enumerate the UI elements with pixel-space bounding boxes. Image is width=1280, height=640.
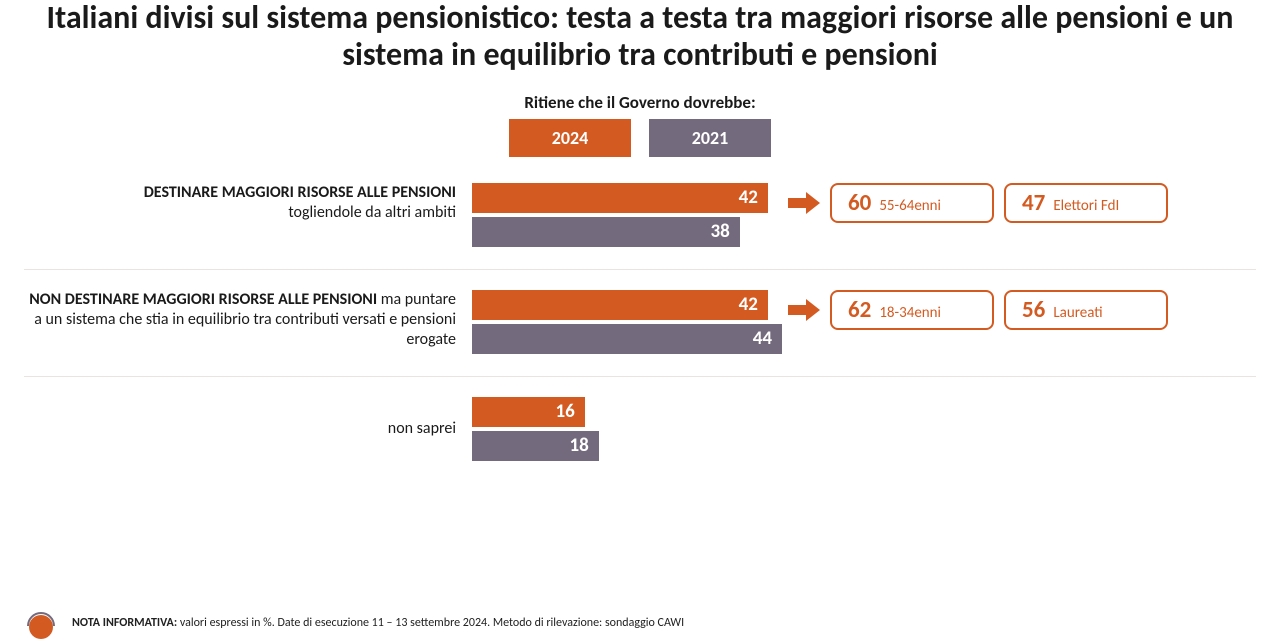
callout-txt: Elettori FdI bbox=[1053, 197, 1119, 215]
legend: 2024 2021 bbox=[24, 119, 1256, 157]
callout: 62 18-34enni bbox=[830, 290, 994, 330]
bar-2024: 42 bbox=[472, 183, 768, 213]
footer: NOTA INFORMATIVA: valori espressi in %. … bbox=[24, 604, 1256, 640]
footnote-bold: NOTA INFORMATIVA: bbox=[72, 616, 177, 630]
callout-num: 62 bbox=[848, 296, 871, 324]
callout-num: 60 bbox=[848, 189, 871, 217]
arrow-icon bbox=[788, 192, 820, 214]
row-label-bold: DESTINARE MAGGIORI RISORSE ALLE PENSIONI bbox=[144, 183, 456, 202]
bar-2024: 42 bbox=[472, 290, 768, 320]
chart-row: NON DESTINARE MAGGIORI RISORSE ALLE PENS… bbox=[24, 269, 1256, 354]
chart-row: non saprei 16 18 bbox=[24, 376, 1256, 461]
page: Italiani divisi sul sistema pensionistic… bbox=[0, 0, 1280, 640]
callouts: 60 55-64enni 47 Elettori FdI bbox=[782, 183, 1256, 223]
logo-icon bbox=[24, 606, 58, 640]
callouts: 62 18-34enni 56 Laureati bbox=[782, 290, 1256, 330]
bar-2021: 18 bbox=[472, 431, 599, 461]
arrow-icon bbox=[788, 299, 820, 321]
legend-2021: 2021 bbox=[649, 119, 771, 157]
bars: 16 18 bbox=[472, 397, 782, 461]
legend-2024: 2024 bbox=[509, 119, 631, 157]
footnote: NOTA INFORMATIVA: valori espressi in %. … bbox=[72, 616, 684, 630]
callout-txt: Laureati bbox=[1053, 304, 1102, 322]
callout-num: 47 bbox=[1022, 189, 1045, 217]
callout-num: 56 bbox=[1022, 296, 1045, 324]
bar-2024: 16 bbox=[472, 397, 585, 427]
callout-txt: 18-34enni bbox=[879, 304, 941, 322]
callout: 56 Laureati bbox=[1004, 290, 1168, 330]
bar-2021: 44 bbox=[472, 324, 782, 354]
bar-chart: 2024 2021 DESTINARE MAGGIORI RISORSE ALL… bbox=[24, 119, 1256, 461]
bars: 42 44 bbox=[472, 290, 782, 354]
row-label: NON DESTINARE MAGGIORI RISORSE ALLE PENS… bbox=[24, 290, 472, 350]
row-label-bold: NON DESTINARE MAGGIORI RISORSE ALLE PENS… bbox=[29, 290, 377, 309]
row-label: DESTINARE MAGGIORI RISORSE ALLE PENSIONI… bbox=[24, 183, 472, 223]
chart-subtitle: Ritiene che il Governo dovrebbe: bbox=[24, 92, 1256, 113]
row-label-rest: togliendole da altri ambiti bbox=[288, 203, 456, 222]
page-title: Italiani divisi sul sistema pensionistic… bbox=[24, 0, 1256, 92]
chart-row: DESTINARE MAGGIORI RISORSE ALLE PENSIONI… bbox=[24, 183, 1256, 247]
footnote-rest: valori espressi in %. Date di esecuzione… bbox=[177, 616, 684, 630]
callout: 47 Elettori FdI bbox=[1004, 183, 1168, 223]
callout-txt: 55-64enni bbox=[879, 197, 941, 215]
bar-2021: 38 bbox=[472, 217, 740, 247]
callout: 60 55-64enni bbox=[830, 183, 994, 223]
bars: 42 38 bbox=[472, 183, 782, 247]
row-label-rest: non saprei bbox=[388, 419, 456, 438]
row-label: non saprei bbox=[24, 419, 472, 439]
